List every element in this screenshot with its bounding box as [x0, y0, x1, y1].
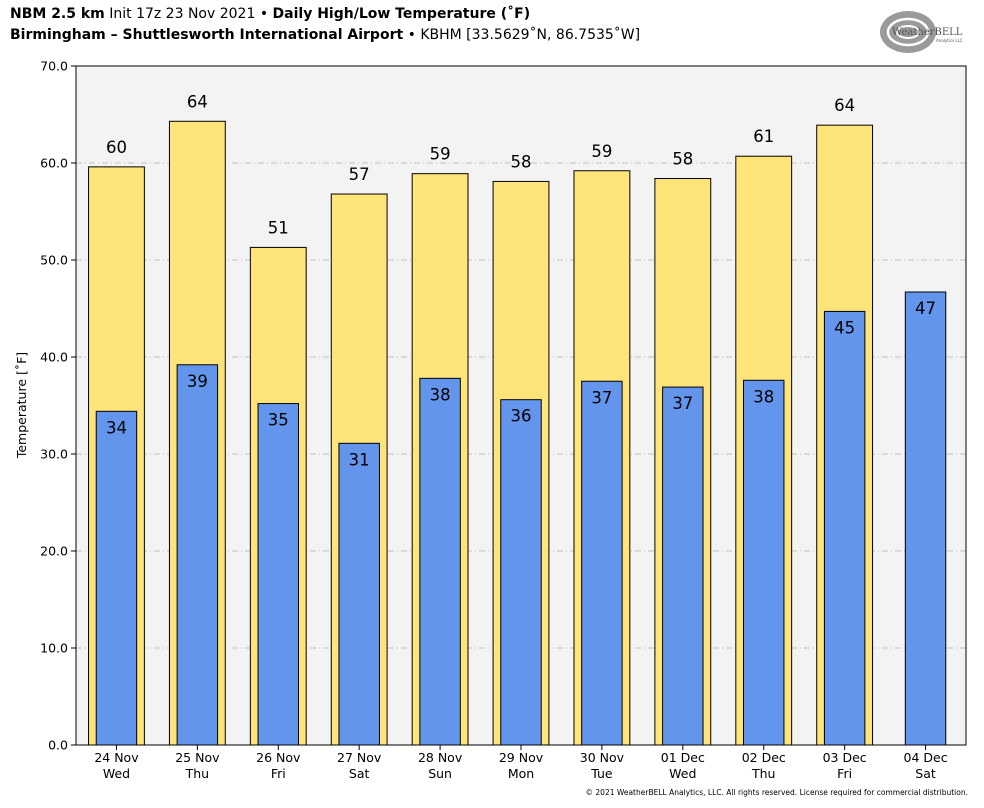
y-axis-label: Temperature [˚F] — [14, 352, 29, 459]
x-tick-day-label: Wed — [103, 766, 130, 781]
y-tick-label: 0.0 — [48, 738, 68, 753]
model-name: NBM 2.5 km — [10, 6, 105, 22]
init-time: Init 17z 23 Nov 2021 — [109, 6, 256, 22]
location-name: Birmingham – Shuttlesworth International… — [10, 27, 404, 43]
high-value-label: 59 — [591, 142, 612, 161]
x-tick-day-label: Tue — [590, 766, 613, 781]
y-tick-label: 50.0 — [40, 253, 68, 268]
x-tick-day-label: Fri — [271, 766, 286, 781]
low-bar — [338, 442, 380, 746]
weatherbell-logo: WeatherBELL Analytics LLC — [880, 11, 963, 53]
low-value-label: 35 — [268, 411, 289, 430]
x-tick-date-label: 02 Dec — [742, 750, 786, 765]
chart-title-line-1: NBM 2.5 km Init 17z 23 Nov 2021 • Daily … — [10, 6, 530, 22]
y-axis: 0.0 10.0 20.0 30.0 40.0 50.0 60.0 70.0 — [40, 59, 76, 753]
low-bar — [500, 399, 542, 746]
low-bar — [95, 410, 138, 746]
high-value-label: 64 — [834, 96, 855, 115]
low-value-label: 45 — [834, 318, 855, 337]
low-value-label: 39 — [187, 372, 208, 391]
product-title: Daily High/Low Temperature (˚F) — [272, 6, 531, 22]
x-tick-date-label: 03 Dec — [823, 750, 867, 765]
x-tick-day-label: Sat — [915, 766, 936, 781]
low-value-label: 34 — [106, 418, 127, 437]
x-tick-date-label: 27 Nov — [337, 750, 382, 765]
title-separator-2: • — [407, 27, 416, 43]
high-value-label: 51 — [268, 218, 289, 237]
low-bar — [823, 310, 866, 746]
x-tick-date-label: 28 Nov — [418, 750, 463, 765]
x-tick-day-label: Sun — [428, 766, 452, 781]
low-value-label: 37 — [591, 388, 612, 407]
low-bar — [581, 380, 623, 746]
low-value-label: 37 — [672, 394, 693, 413]
y-tick-label: 10.0 — [40, 641, 68, 656]
station-info: KBHM [33.5629˚N, 86.7535˚W] — [420, 27, 641, 43]
logo-subtext: Analytics LLC — [936, 38, 963, 43]
copyright-footer: © 2021 WeatherBELL Analytics, LLC. All r… — [585, 788, 968, 797]
y-tick-label: 30.0 — [40, 447, 68, 462]
x-tick-day-label: Sat — [349, 766, 370, 781]
low-bar — [257, 403, 299, 746]
y-tick-label: 70.0 — [40, 59, 68, 74]
low-bar — [176, 364, 219, 746]
high-value-label: 59 — [430, 145, 451, 164]
logo-text: WeatherBELL — [892, 27, 963, 38]
low-value-label: 38 — [430, 385, 451, 404]
low-value-label: 47 — [915, 299, 936, 318]
low-bar — [419, 377, 461, 746]
high-value-label: 61 — [753, 127, 774, 146]
high-value-label: 58 — [672, 150, 693, 169]
data-labels: 60 34 64 39 51 35 57 31 59 38 58 36 59 37 58 37 61 38 64 45… — [106, 92, 936, 469]
chart-title-line-2: Birmingham – Shuttlesworth International… — [10, 27, 640, 43]
high-value-label: 57 — [349, 165, 370, 184]
low-bar — [904, 291, 947, 746]
low-bar — [662, 386, 704, 746]
high-value-label: 60 — [106, 138, 127, 157]
x-tick-day-label: Thu — [185, 766, 209, 781]
x-tick-date-label: 25 Nov — [175, 750, 220, 765]
x-tick-day-label: Wed — [669, 766, 696, 781]
y-tick-label: 20.0 — [40, 544, 68, 559]
low-value-label: 36 — [511, 407, 532, 426]
low-series — [95, 291, 947, 746]
x-tick-date-label: 24 Nov — [94, 750, 139, 765]
x-tick-date-label: 30 Nov — [580, 750, 625, 765]
low-value-label: 38 — [753, 387, 774, 406]
x-tick-date-label: 26 Nov — [256, 750, 301, 765]
x-tick-date-label: 04 Dec — [904, 750, 948, 765]
y-tick-label: 40.0 — [40, 350, 68, 365]
x-tick-date-label: 01 Dec — [661, 750, 705, 765]
title-separator: • — [259, 6, 269, 22]
plot-frame — [75, 65, 967, 746]
x-tick-date-label: 29 Nov — [499, 750, 544, 765]
x-tick-day-label: Fri — [837, 766, 852, 781]
low-value-label: 31 — [349, 450, 370, 469]
low-bar — [743, 379, 785, 746]
y-tick-label: 60.0 — [40, 156, 68, 171]
high-value-label: 64 — [187, 92, 208, 111]
x-tick-day-label: Mon — [508, 766, 534, 781]
high-value-label: 58 — [511, 152, 532, 171]
x-tick-day-label: Thu — [751, 766, 775, 781]
